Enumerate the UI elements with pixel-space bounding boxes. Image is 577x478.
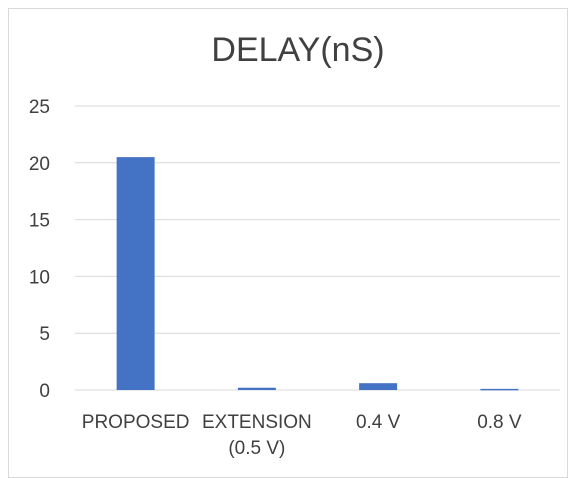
bar [237,387,276,390]
y-axis-tick-labels: 0 5 10 15 20 25 [29,97,50,402]
chart-title: DELAY(nS) [211,31,384,69]
x-category-label: EXTENSION (0.5 V) [202,412,312,459]
y-tick-label: 10 [29,267,50,288]
x-category-label: 0.8 V [477,412,522,433]
gridlines [75,105,560,391]
bar [116,157,155,390]
x-category-label: 0.4 V [356,412,401,433]
y-tick-label: 5 [39,324,50,345]
bars [116,157,519,391]
y-tick-label: 0 [39,381,50,402]
y-tick-label: 20 [29,154,50,175]
x-category-label: PROPOSED [82,412,190,433]
bar [480,388,519,391]
y-tick-label: 15 [29,211,50,232]
y-tick-label: 25 [29,97,50,118]
bar [359,383,398,390]
chart-frame [8,8,568,478]
x-axis-category-labels: PROPOSED EXTENSION (0.5 V) 0.4 V 0.8 V [82,412,522,459]
